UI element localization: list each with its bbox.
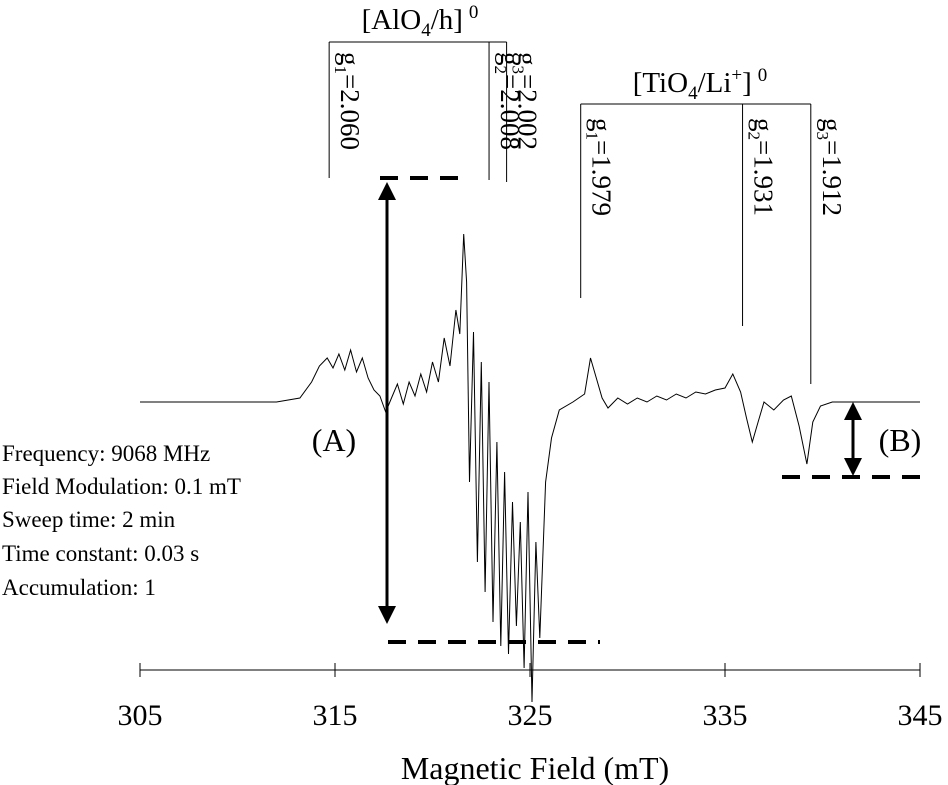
arrow-b-head-up (844, 402, 862, 420)
g-label: g3=2.002 (509, 52, 543, 150)
amplitude-markers (378, 176, 930, 644)
arrow-a-head-up (378, 182, 396, 200)
param-time-constant: Time constant: 0.03 s (2, 541, 199, 566)
g-factor-brackets (328, 41, 812, 384)
x-tick-label: 335 (703, 699, 748, 732)
alo4-group-label: [AlO4/h] 0 (362, 2, 479, 41)
arrow-b-head-down (844, 458, 862, 476)
g-label: g1=2.060 (331, 52, 365, 150)
x-tick-label: 305 (118, 699, 163, 732)
g-label: g1=1.979 (583, 118, 617, 216)
marker-b-label: (B) (879, 422, 922, 458)
param-frequency: Frequency: 9068 MHz (2, 441, 210, 466)
param-field-modulation: Field Modulation: 0.1 mT (2, 474, 241, 499)
g-label: g2=2.008 (491, 52, 525, 150)
spectrum-line (140, 233, 920, 703)
param-sweep-time: Sweep time: 2 min (2, 507, 176, 532)
marker-a-label: (A) (312, 422, 356, 458)
param-accumulation: Accumulation: 1 (2, 575, 156, 600)
x-tick-label: 345 (898, 699, 943, 732)
g-label: g3=1.912 (813, 118, 847, 216)
x-axis-title: Magnetic Field (mT) (401, 750, 669, 785)
x-tick-label: 315 (313, 699, 358, 732)
acquisition-parameters: Frequency: 9068 MHz Field Modulation: 0.… (2, 441, 241, 600)
g-label: g2=1.931 (745, 118, 779, 216)
tio4-group-label: [TiO4/Li+] 0 (633, 65, 768, 104)
x-tick-label: 325 (508, 699, 553, 732)
arrow-a-head-down (378, 606, 396, 624)
x-axis: 305 315 325 335 345 (118, 663, 943, 732)
